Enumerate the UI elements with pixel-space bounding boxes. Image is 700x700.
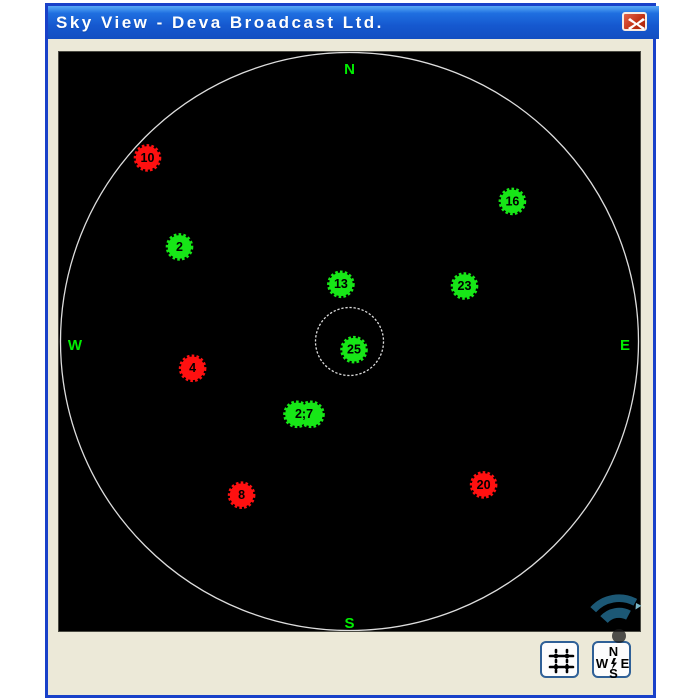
svg-text:16: 16: [505, 194, 519, 208]
svg-text:2;7: 2;7: [295, 407, 313, 421]
svg-text:8: 8: [238, 488, 245, 502]
svg-text:20: 20: [477, 478, 491, 492]
svg-text:N: N: [344, 61, 355, 78]
svg-text:S: S: [344, 615, 354, 631]
svg-text:W: W: [68, 337, 83, 354]
svg-text:10: 10: [141, 151, 155, 165]
svg-text:4: 4: [189, 361, 196, 375]
svg-text:13: 13: [334, 277, 348, 291]
svg-text:23: 23: [458, 279, 472, 293]
svg-text:25: 25: [347, 343, 361, 357]
svg-text:E: E: [620, 337, 630, 354]
svg-text:2: 2: [176, 240, 183, 254]
